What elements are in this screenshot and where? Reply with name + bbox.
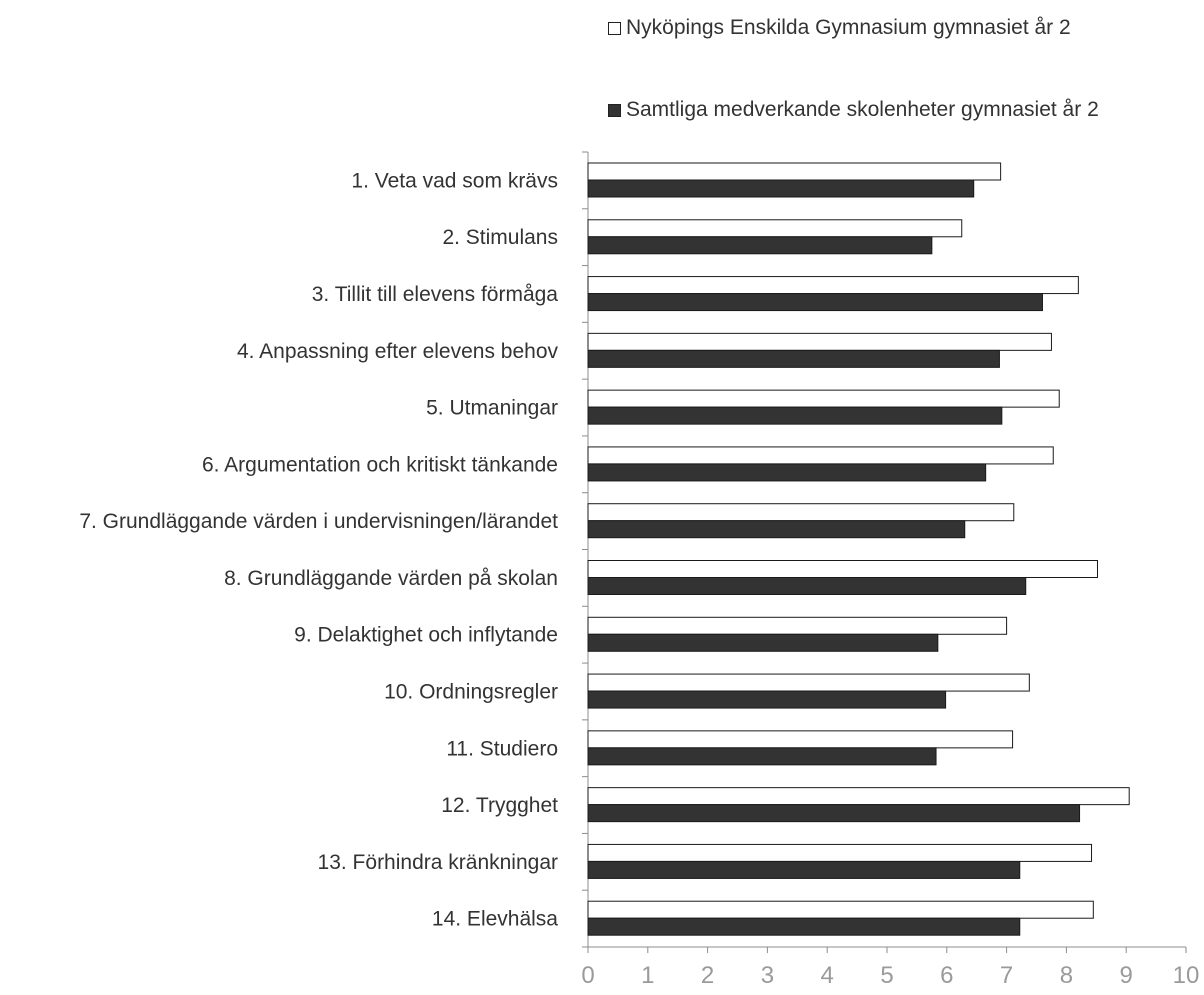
legend-item-school: Nyköpings Enskilda Gymnasium gymnasiet å… [608,16,1071,40]
bar-all-schools [587,179,975,198]
x-tick-label: 10 [1173,962,1200,989]
bar-all-schools [587,917,1021,936]
bar-all-schools [587,577,1027,595]
category-label: 3. Tillit till elevens förmåga [312,283,559,306]
bar-all-schools [587,804,1081,823]
bar-school [587,162,1002,181]
category-label: 6. Argumentation och kritiskt tänkande [202,453,558,476]
x-tick-label: 7 [1000,962,1013,989]
category-label: 14. Elevhälsa [432,908,558,931]
bar-school [587,446,1054,465]
x-tick-label: 6 [940,962,953,989]
bar-school [587,276,1079,295]
category-label: 7. Grundläggande värden i undervisningen… [79,510,558,533]
legend-label-school: Nyköpings Enskilda Gymnasium gymnasiet å… [626,16,1071,39]
bar-all-schools [587,349,1000,368]
x-tick-label: 0 [581,962,594,989]
category-label: 12. Trygghet [441,794,558,817]
bar-school [587,503,1015,522]
bar-school [587,219,963,238]
bar-school [587,843,1093,862]
bar-school [587,616,1008,635]
bar-all-schools [587,633,939,652]
category-label: 8. Grundläggande värden på skolan [224,567,558,590]
bar-school [587,787,1130,806]
bar-school [587,673,1030,692]
bar-all-schools [587,236,933,255]
x-tick-label: 2 [701,962,714,989]
category-label: 4. Anpassning efter elevens behov [237,340,559,363]
x-tick-label: 1 [641,962,654,989]
bar-all-schools [587,747,937,766]
bar-school [587,560,1098,578]
x-tick-label: 5 [880,962,893,989]
category-label: 10. Ordningsregler [384,680,558,703]
category-label: 11. Studiero [446,737,558,760]
x-tick-label: 9 [1120,962,1133,989]
legend-swatch-school [608,21,621,35]
bar-school [587,730,1014,749]
legend-item-all: Samtliga medverkande skolenheter gymnasi… [608,98,1099,122]
bar-school [587,389,1060,408]
x-tick-label: 8 [1060,962,1073,989]
legend-swatch-all [608,103,621,117]
bar-all-schools [587,690,947,709]
bar-all-schools [587,293,1043,312]
bar-all-schools [587,406,1003,425]
bar-all-schools [587,463,987,482]
category-label: 1. Veta vad som krävs [351,169,558,192]
bar-all-schools [587,860,1021,879]
bar-school [587,332,1052,351]
x-tick-label: 3 [761,962,774,989]
x-tick-label: 4 [821,962,834,989]
category-label: 9. Delaktighet och inflytande [294,624,558,647]
category-label: 13. Förhindra kränkningar [318,851,558,874]
bar-all-schools [587,520,966,539]
category-label: 5. Utmaningar [426,397,558,420]
bar-school [587,900,1094,919]
legend-label-all: Samtliga medverkande skolenheter gymnasi… [626,98,1099,121]
category-label: 2. Stimulans [442,226,558,249]
